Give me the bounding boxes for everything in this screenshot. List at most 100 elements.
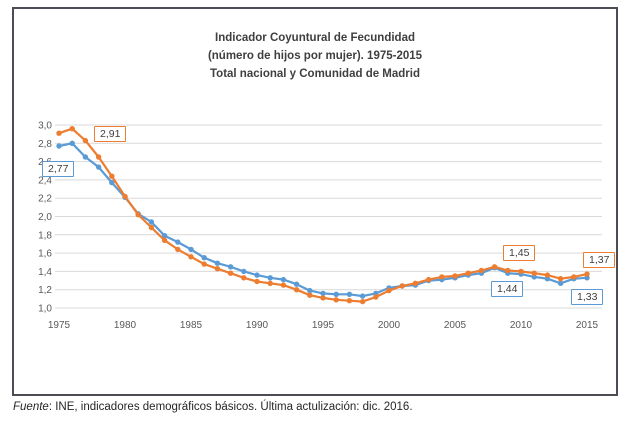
data-point-marker [584, 275, 590, 281]
data-point-marker [307, 292, 313, 298]
data-point-marker [544, 272, 551, 278]
chart-container: 3,02,82,62,42,22,01,81,61,41,21,01975198… [12, 7, 618, 396]
data-point-marker [320, 295, 326, 301]
x-tick-label: 1985 [180, 320, 203, 331]
data-point-marker [161, 233, 168, 239]
y-tick-label: 2,0 [38, 212, 52, 223]
data-point-marker [227, 270, 234, 276]
data-point-marker [280, 276, 287, 283]
data-point-marker [69, 126, 75, 132]
data-point-marker [439, 274, 445, 280]
data-point-marker [227, 264, 234, 270]
y-tick-label: 3,0 [38, 121, 52, 132]
data-point-marker [571, 274, 577, 280]
data-point-marker [201, 261, 207, 267]
data-point-marker [254, 272, 260, 278]
data-point-marker [346, 298, 353, 304]
data-point-marker [320, 290, 326, 297]
data-point-marker [293, 287, 300, 293]
data-point-marker [175, 246, 181, 253]
y-axis-labels: 3,02,82,62,42,22,01,81,61,41,21,0 [38, 121, 52, 315]
series-madrid [56, 126, 590, 305]
data-point-marker [557, 280, 564, 286]
chart-title-line3: Total nacional y Comunidad de Madrid [210, 68, 420, 80]
data-point-marker [188, 254, 194, 260]
y-tick-label: 1,0 [38, 304, 52, 315]
data-point-marker [267, 275, 273, 281]
data-point-marker [399, 283, 405, 289]
x-tick-label: 1980 [114, 320, 137, 331]
data-point-marker [465, 270, 471, 276]
data-point-marker [386, 287, 392, 294]
data-point-marker [425, 276, 432, 283]
data-point-marker [109, 173, 115, 179]
data-point-marker [359, 293, 366, 299]
data-point-marker [505, 267, 511, 274]
data-point-marker [267, 280, 273, 286]
data-point-marker [346, 291, 353, 297]
data-label-national-1975: 2,77 [42, 161, 75, 177]
source-prefix: Fuente [13, 401, 49, 413]
data-point-marker [584, 271, 590, 277]
data-point-marker [359, 298, 366, 305]
chart-title: Indicador Coyuntural de Fecundidad (núme… [14, 29, 616, 83]
data-point-marker [122, 193, 128, 200]
data-point-marker [531, 274, 537, 280]
y-tick-label: 1,4 [38, 267, 52, 278]
data-point-marker [214, 266, 221, 272]
data-point-marker [293, 281, 300, 287]
data-label-madrid-1975: 2,91 [94, 126, 127, 142]
data-point-marker [452, 273, 458, 279]
data-point-marker [95, 164, 102, 170]
data-point-marker [412, 280, 419, 286]
x-tick-label: 2010 [510, 320, 533, 331]
data-point-marker [135, 212, 141, 218]
data-point-marker [56, 143, 62, 149]
y-tick-label: 2,8 [38, 139, 52, 150]
data-point-marker [56, 130, 62, 136]
source-note: Fuente: INE, indicadores demográficos bá… [13, 401, 413, 413]
data-point-marker [241, 275, 247, 281]
data-point-marker [214, 260, 221, 266]
data-point-marker [161, 237, 168, 243]
y-tick-label: 2,2 [38, 194, 52, 205]
data-point-marker [373, 294, 379, 300]
chart-title-line1: Indicador Coyuntural de Fecundidad [215, 32, 415, 44]
data-point-marker [333, 297, 339, 303]
data-point-marker [201, 255, 207, 261]
fertility-line-chart: 3,02,82,62,42,22,01,81,61,41,21,01975198… [38, 121, 602, 331]
series-national [56, 140, 590, 299]
data-point-marker [280, 282, 287, 288]
x-tick-label: 1990 [246, 320, 269, 331]
data-point-marker [109, 179, 115, 186]
x-tick-label: 1995 [312, 320, 335, 331]
data-label-madrid-2008: 1,45 [503, 245, 536, 261]
data-label-madrid-2015: 1,37 [583, 252, 616, 268]
data-point-marker [69, 140, 75, 146]
x-axis-labels: 1975 1980 1985 1990 1995 2000 2005 2010 2015 [48, 320, 599, 331]
data-label-national-2008: 1,44 [491, 281, 524, 297]
data-point-marker [188, 246, 194, 253]
data-point-marker [557, 276, 564, 282]
data-point-marker [254, 278, 260, 285]
y-tick-label: 1,8 [38, 230, 52, 241]
data-point-marker [491, 264, 498, 270]
data-label-national-2015: 1,33 [571, 289, 604, 305]
data-point-marker [531, 270, 537, 276]
data-point-marker [82, 137, 89, 144]
data-point-marker [82, 154, 89, 160]
y-tick-label: 2,4 [38, 175, 52, 186]
x-tick-label: 2000 [378, 320, 401, 331]
x-tick-label: 2015 [576, 320, 599, 331]
y-tick-label: 1,2 [38, 285, 52, 296]
x-tick-label: 2005 [444, 320, 467, 331]
data-point-marker [518, 268, 524, 275]
data-point-marker [148, 219, 155, 225]
data-point-marker [333, 291, 339, 297]
chart-title-line2: (número de hijos por mujer). 1975-2015 [207, 50, 423, 62]
data-point-marker [148, 224, 155, 231]
source-text: : INE, indicadores demográficos básicos.… [48, 401, 413, 413]
x-tick-label: 1975 [48, 320, 71, 331]
data-point-marker [478, 267, 485, 274]
data-point-marker [241, 268, 247, 275]
